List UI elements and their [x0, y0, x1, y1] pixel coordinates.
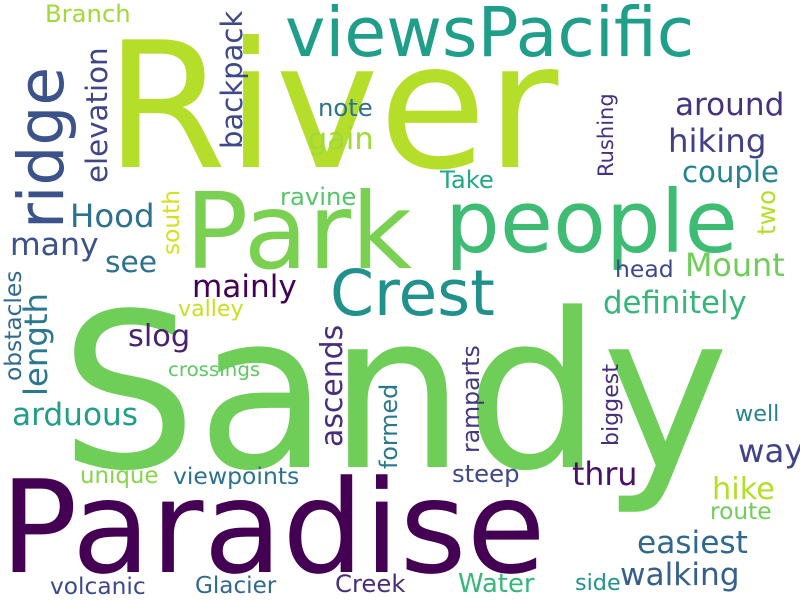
word-obstacles: obstacles [0, 270, 27, 381]
word-take: Take [440, 165, 494, 194]
word-formed: formed [375, 383, 403, 469]
word-mount: Mount [685, 247, 785, 284]
word-slog: slog [128, 319, 191, 354]
word-steep: steep [452, 459, 520, 488]
word-head: head [615, 255, 674, 283]
word-water: Water [458, 569, 535, 599]
word-biggest: biggest [598, 364, 624, 446]
word-many: many [10, 227, 99, 263]
word-park: Park [185, 171, 412, 293]
word-around: around [675, 87, 785, 123]
word-sandy: Sandy [60, 267, 730, 518]
word-note: note [318, 93, 373, 122]
word-hike: hike [712, 472, 775, 507]
word-valley: valley [178, 296, 244, 322]
word-thru: thru [572, 457, 638, 493]
word-viewspacific: viewsPacific [285, 0, 695, 73]
word-easiest: easiest [637, 525, 748, 561]
word-ascends: ascends [315, 324, 350, 447]
word-way: way [738, 432, 800, 470]
word-well: well [735, 401, 780, 427]
word-creek: Creek [335, 569, 406, 598]
word-ramparts: ramparts [457, 345, 485, 453]
word-route: route [710, 498, 772, 525]
word-rushing: Rushing [594, 93, 618, 178]
word-definitely: definitely [603, 285, 747, 321]
word-paradise: Paradise [0, 454, 546, 600]
word-couple: couple [682, 155, 779, 189]
word-hiking: hiking [668, 122, 767, 160]
word-crossings: crossings [168, 358, 261, 381]
word-two: two [752, 189, 781, 235]
word-arduous: arduous [12, 397, 139, 433]
word-people: people [445, 173, 738, 273]
word-south: south [158, 189, 185, 256]
word-river: River [105, 6, 559, 209]
word-see: see [105, 245, 157, 280]
word-crest: Crest [330, 257, 495, 330]
word-side: side [575, 570, 621, 596]
word-volcanic: volcanic [50, 573, 146, 600]
word-mainly: mainly [192, 269, 297, 305]
word-viewpoints: viewpoints [173, 462, 300, 490]
word-glacier: Glacier [195, 573, 277, 599]
word-walking: walking [620, 557, 740, 593]
word-hood: Hood [70, 197, 155, 235]
word-gain: gain [308, 122, 374, 157]
word-ravine: ravine [280, 182, 357, 211]
word-backpack: backpack [215, 10, 249, 150]
word-branch: Branch [45, 0, 131, 28]
word-unique: unique [80, 463, 159, 489]
word-elevation: elevation [80, 47, 114, 183]
